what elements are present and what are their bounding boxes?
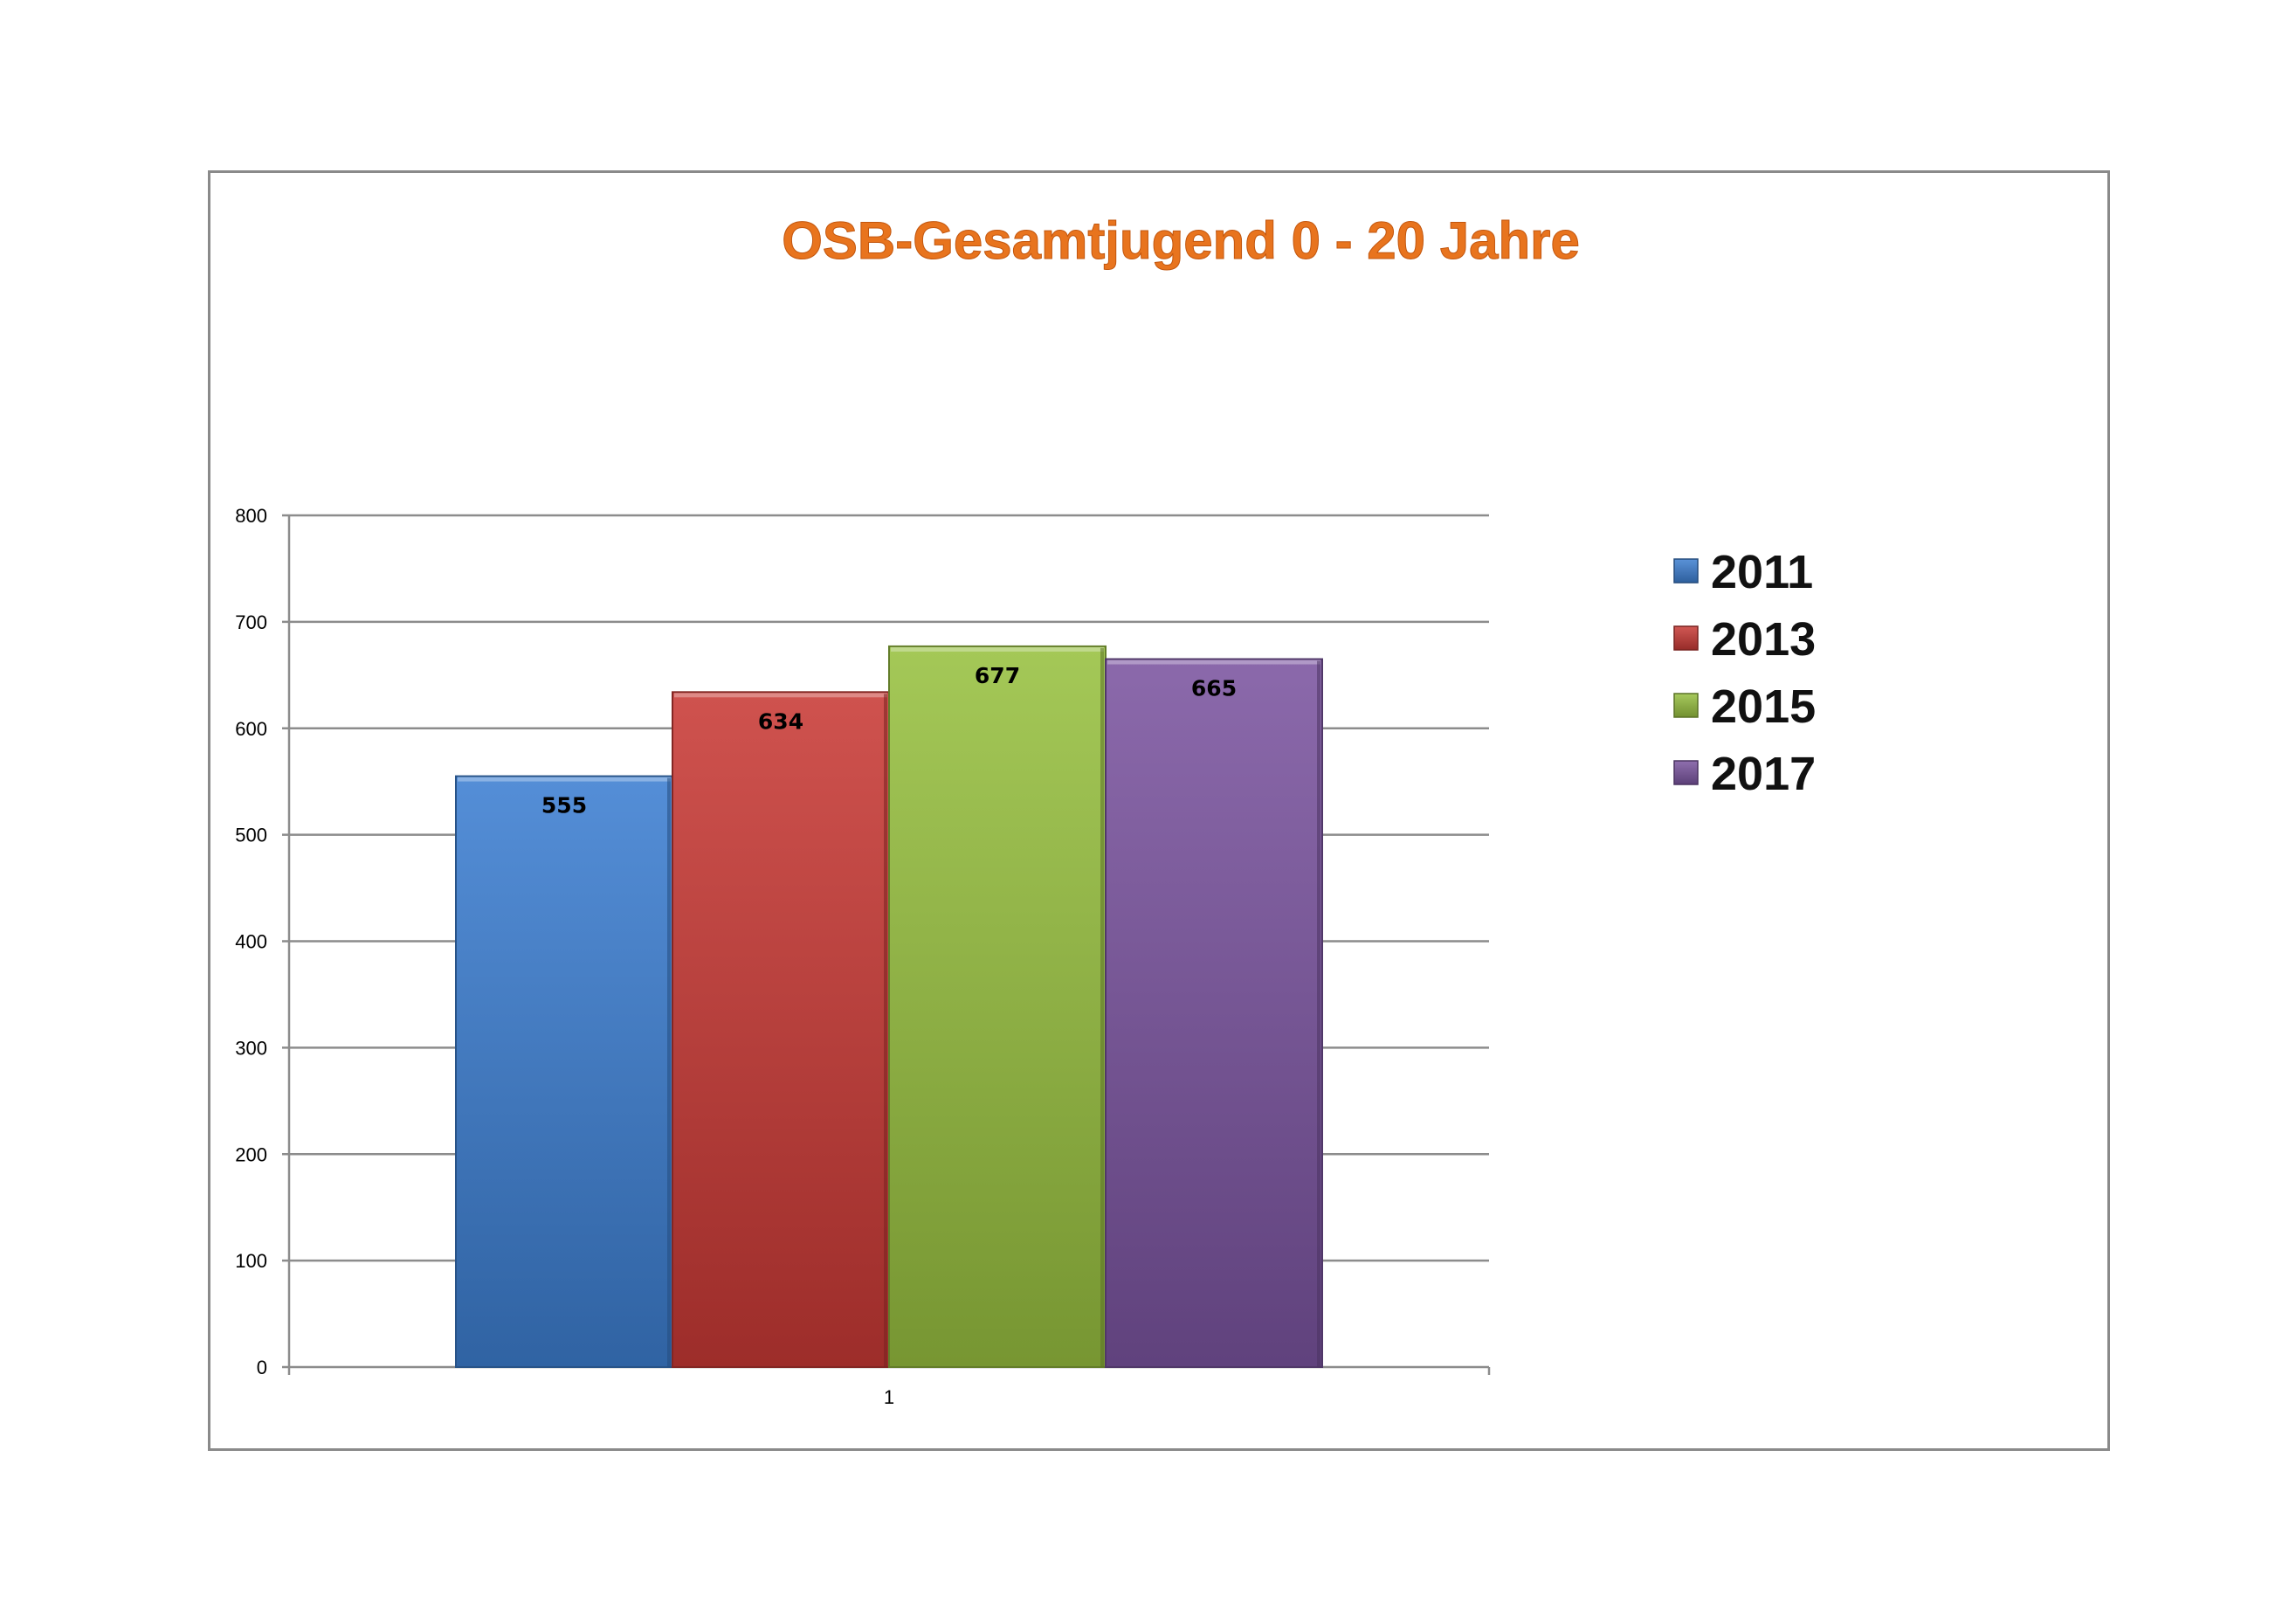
chart-title: OSB-Gesamtjugend 0 - 20 Jahre [782,211,1580,270]
y-tick-label: 300 [235,1037,267,1059]
y-tick-label: 400 [235,931,267,953]
legend: 2011 2013 2015 2017 [1673,546,1816,800]
bar-bevel [458,777,671,782]
y-tick-label: 700 [235,611,267,633]
bar-bevel [1107,660,1320,665]
y-tick-label: 0 [257,1357,267,1378]
y-tick-label: 500 [235,825,267,846]
legend-label-2017: 2017 [1711,748,1816,800]
bar-2017 [1105,658,1323,1368]
data-label-2013: 634 [758,708,803,734]
bar-series [455,645,1323,1368]
bar-2013 [672,691,890,1368]
data-label-2017: 665 [1191,676,1237,701]
bar-bevel [891,646,1104,652]
legend-swatch-2015 [1673,693,1699,718]
chart-canvas: OSB-Gesamtjugend 0 - 20 Jahre 0 100 200 300… [235,211,1816,1409]
legend-swatch-2011 [1673,558,1699,584]
bar-2015 [888,645,1107,1368]
bar-shadow [1100,647,1104,1367]
x-tick-label: 1 [884,1386,894,1408]
bar-shadow [884,694,887,1367]
legend-swatch-2013 [1673,625,1699,651]
bar-2011 [455,775,673,1368]
legend-label-2011: 2011 [1711,546,1813,598]
data-labels: 555 634 677 665 [541,663,1237,818]
y-tick-label: 200 [235,1143,267,1165]
bar-shadow [667,777,671,1367]
y-tick-label: 800 [235,505,267,527]
legend-label-2015: 2015 [1711,680,1816,733]
legend-label-2013: 2013 [1711,613,1816,666]
legend-swatch-2017 [1673,760,1699,785]
data-label-2015: 677 [975,663,1020,688]
y-tick-label: 600 [235,718,267,740]
bar-shadow [1317,660,1320,1367]
y-tick-label: 100 [235,1250,267,1272]
data-label-2011: 555 [541,793,587,818]
chart-frame: OSB-Gesamtjugend 0 - 20 Jahre 0 100 200 300… [208,170,2110,1451]
bar-bevel [674,693,887,698]
